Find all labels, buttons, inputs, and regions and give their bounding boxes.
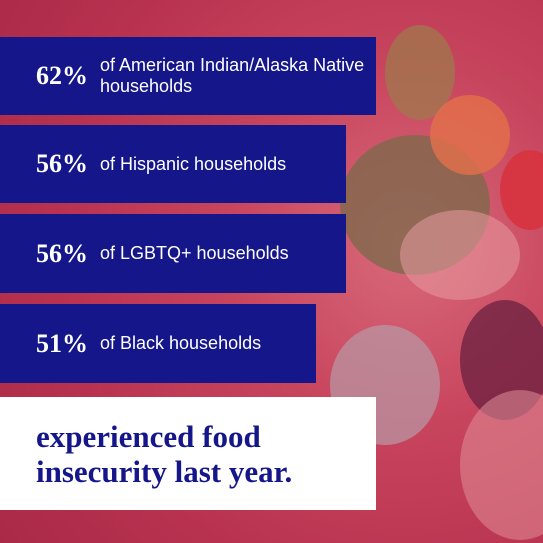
stat-label: of Black households	[100, 333, 262, 353]
footer-box: experienced food insecurity last year.	[0, 397, 376, 510]
footer-text: experienced food insecurity last year.	[36, 419, 293, 489]
stat-label: of Hispanic households	[100, 153, 287, 174]
stat-label: of American Indian/Alaska Native househo…	[100, 55, 365, 96]
stat-row: 62% of American Indian/Alaska Native hous…	[0, 37, 376, 115]
stat-label: of LGBTQ+ households	[100, 243, 289, 263]
stat-percent: 51%	[36, 328, 88, 358]
carrot	[430, 95, 510, 175]
hand	[400, 210, 520, 300]
stat-row: 51% of Black households	[0, 304, 316, 383]
stat-percent: 56%	[36, 149, 88, 178]
stat-row: 56% of LGBTQ+ households	[0, 214, 346, 293]
stat-row: 56% of Hispanic households	[0, 125, 346, 203]
hand	[460, 390, 543, 540]
tomato	[500, 150, 543, 230]
stat-percent: 62%	[36, 61, 88, 90]
stat-percent: 56%	[36, 238, 88, 268]
